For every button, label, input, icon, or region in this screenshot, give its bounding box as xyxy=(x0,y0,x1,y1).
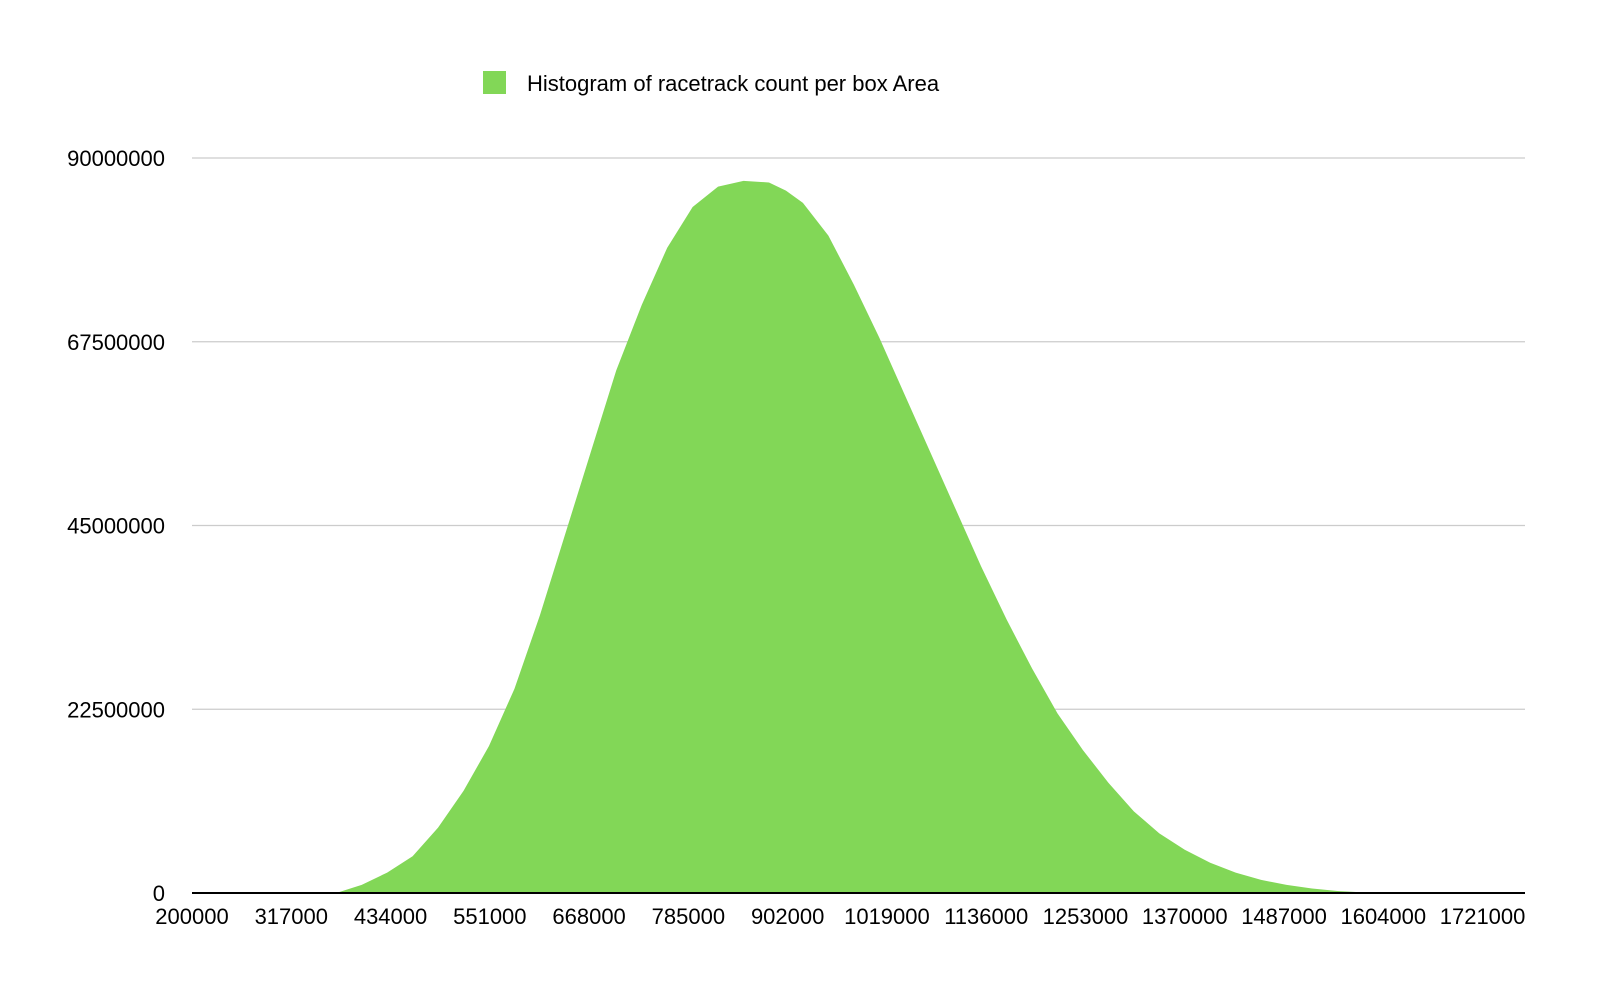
x-tick-label: 200000 xyxy=(155,904,228,929)
x-tick-label: 434000 xyxy=(354,904,427,929)
histogram-bars xyxy=(336,180,1397,893)
legend: Histogram of racetrack count per box Are… xyxy=(483,71,940,96)
x-tick-label: 1604000 xyxy=(1340,904,1426,929)
x-axis-tick-labels: 200000 317000 434000 551000 668000 785000 9020… xyxy=(155,904,1525,929)
x-tick-label: 1136000 xyxy=(944,904,1028,929)
legend-swatch xyxy=(483,71,506,94)
x-tick-label: 1019000 xyxy=(844,904,930,929)
x-tick-label: 902000 xyxy=(751,904,824,929)
x-tick-label: 1721000 xyxy=(1440,904,1526,929)
x-tick-label: 317000 xyxy=(255,904,328,929)
y-axis-tick-labels: 0 22500000 45000000 67500000 90000000 xyxy=(67,146,165,906)
y-tick-label: 45000000 xyxy=(67,514,165,539)
x-tick-label: 551000 xyxy=(453,904,526,929)
legend-label: Histogram of racetrack count per box Are… xyxy=(527,71,940,96)
x-tick-label: 1370000 xyxy=(1142,904,1228,929)
y-tick-label: 67500000 xyxy=(67,330,165,355)
x-tick-label: 1253000 xyxy=(1043,904,1129,929)
y-tick-label: 90000000 xyxy=(67,146,165,171)
x-tick-label: 668000 xyxy=(552,904,625,929)
x-tick-label: 1487000 xyxy=(1241,904,1327,929)
y-tick-label: 0 xyxy=(153,881,165,906)
y-tick-label: 22500000 xyxy=(67,697,165,722)
x-tick-label: 785000 xyxy=(652,904,725,929)
